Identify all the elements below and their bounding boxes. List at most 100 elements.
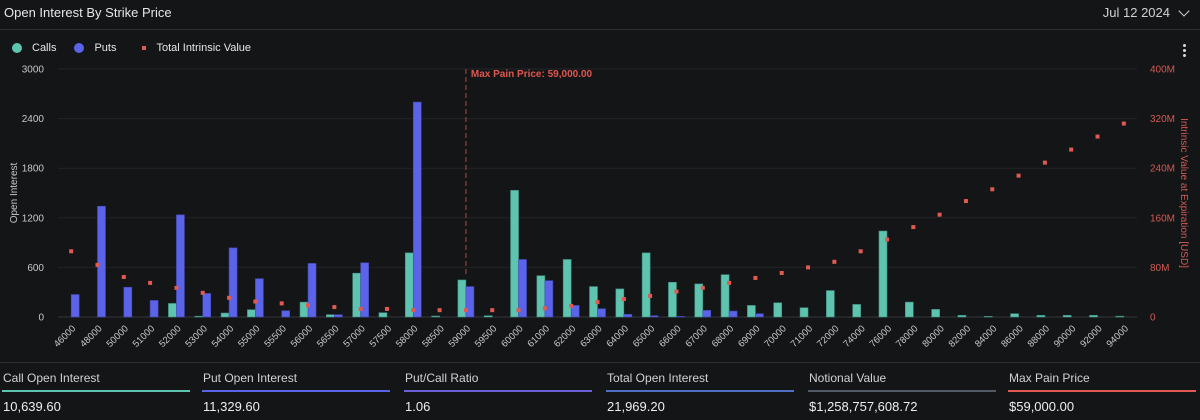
x-tick-label: 59500 — [473, 323, 499, 349]
more-options-icon[interactable] — [1183, 44, 1186, 57]
calls-bar-60000 — [510, 190, 519, 318]
calls-bar-58500 — [431, 315, 440, 318]
y-tick-label: 2400 — [22, 114, 45, 125]
calls-bar-54000 — [220, 312, 230, 318]
calls-bar-52000 — [168, 303, 177, 318]
puts-bar-55500 — [281, 310, 290, 318]
calls-bar-70000 — [773, 302, 783, 318]
puts-bar-55000 — [255, 278, 264, 318]
y-tick-label: 600 — [27, 263, 44, 274]
calls-bar-55000 — [247, 309, 256, 318]
puts-bar-63000 — [597, 308, 606, 318]
stat-underline — [606, 390, 794, 392]
puts-legend-dot-icon — [74, 43, 85, 53]
intrinsic-point-76000 — [884, 237, 889, 242]
x-tick-label: 68000 — [710, 323, 736, 349]
x-tick-label: 62000 — [552, 323, 578, 349]
intrinsic-point-46000 — [69, 249, 74, 254]
puts-bar-56000 — [307, 263, 317, 318]
puts-bar-64000 — [623, 314, 633, 318]
puts-bar-69000 — [755, 313, 764, 318]
puts-bar-48000 — [97, 205, 106, 318]
intrinsic-point-57000 — [358, 306, 363, 311]
intrinsic-point-86000 — [1016, 173, 1021, 178]
x-tick-label: 74000 — [841, 323, 867, 349]
puts-bar-67000 — [702, 310, 712, 318]
x-tick-label: 71000 — [789, 323, 815, 349]
intrinsic-point-62000 — [569, 303, 574, 308]
x-tick-label: 69000 — [736, 323, 762, 349]
legend-item-intrinsic[interactable]: Total Intrinsic Value — [134, 42, 251, 54]
y2-tick-label: 80M — [1150, 263, 1169, 274]
legend-item-calls[interactable]: Calls — [12, 42, 56, 54]
x-tick-label: 76000 — [868, 323, 894, 349]
calls-bar-67000 — [694, 283, 704, 318]
stat-underline — [808, 390, 996, 392]
x-tick-label: 57000 — [341, 323, 367, 349]
x-tick-label: 58500 — [420, 323, 446, 349]
puts-bar-60000 — [518, 259, 527, 318]
calls-bar-61000 — [536, 275, 546, 318]
x-tick-label: 60000 — [499, 323, 525, 349]
intrinsic-point-57500 — [384, 306, 389, 311]
puts-bar-61000 — [544, 280, 554, 318]
intrinsic-point-64000 — [621, 297, 626, 302]
x-tick-label: 65000 — [631, 323, 657, 349]
date-dropdown[interactable]: Jul 12 2024 — [1103, 4, 1190, 20]
chevron-down-icon — [1178, 4, 1190, 17]
intrinsic-point-72000 — [832, 259, 837, 264]
intrinsic-point-84000 — [990, 187, 995, 192]
stats-row: Call Open Interest 10,639.60 Put Open Inte… — [0, 362, 1200, 420]
stat-value: 11,329.60 — [203, 399, 260, 414]
calls-bar-84000 — [983, 316, 993, 318]
y2-tick-label: 240M — [1150, 164, 1175, 175]
y-tick-label: 0 — [38, 313, 44, 324]
open-interest-chart: 0 600 1200 1800 2400 3000 0 80M 160M 240M 320M 400M… — [9, 65, 1189, 350]
calls-bar-62000 — [562, 259, 572, 318]
y2-tick-label: 320M — [1150, 114, 1175, 125]
puts-bar-50000 — [123, 286, 133, 318]
intrinsic-point-55000 — [253, 299, 258, 304]
x-tick-label: 88000 — [1026, 323, 1052, 349]
puts-bar-51000 — [149, 300, 159, 318]
puts-bar-65000 — [649, 315, 659, 318]
calls-bar-86000 — [1010, 313, 1019, 318]
x-tick-label: 80000 — [920, 323, 946, 349]
x-tick-label: 64000 — [604, 323, 630, 349]
y-tick-label: 1200 — [22, 213, 45, 224]
x-tick-label: 54000 — [210, 323, 236, 349]
stat-underline — [202, 390, 390, 392]
intrinsic-point-90000 — [1069, 147, 1074, 152]
x-tick-label: 63000 — [578, 323, 604, 349]
intrinsic-point-53000 — [200, 290, 205, 295]
puts-bar-62000 — [570, 305, 580, 318]
intrinsic-point-54000 — [227, 295, 232, 300]
intrinsic-point-67000 — [700, 285, 705, 290]
calls-bar-64000 — [615, 288, 625, 318]
puts-bar-56500 — [334, 314, 343, 318]
calls-bar-56500 — [326, 314, 335, 318]
calls-legend-dot-icon — [12, 43, 22, 53]
legend-item-puts[interactable]: Puts — [74, 42, 116, 54]
intrinsic-point-71000 — [806, 265, 811, 270]
y2-axis-title: Intrinsic Value at Expiration [USD] — [1178, 118, 1189, 268]
calls-bar-82000 — [957, 315, 967, 318]
stat-label: Put/Call Ratio — [405, 371, 479, 385]
intrinsic-point-48000 — [95, 262, 100, 267]
y2-tick-label: 0 — [1150, 313, 1156, 324]
intrinsic-point-51000 — [148, 280, 153, 285]
stat-underline — [2, 390, 190, 392]
intrinsic-point-65000 — [648, 293, 653, 298]
x-tick-label: 51000 — [131, 323, 157, 349]
legend-label-calls: Calls — [32, 42, 57, 54]
x-tick-label: 55000 — [236, 323, 262, 349]
stat-label: Total Open Interest — [607, 371, 709, 385]
x-tick-label: 94000 — [1105, 323, 1131, 349]
intrinsic-point-82000 — [963, 199, 968, 204]
stat-underline — [1008, 390, 1196, 392]
stat-value: 21,969.20 — [607, 399, 665, 414]
puts-bar-68000 — [728, 310, 738, 318]
y-tick-label: 3000 — [22, 65, 45, 76]
legend-label-puts: Puts — [94, 42, 117, 54]
x-tick-label: 48000 — [78, 323, 104, 349]
